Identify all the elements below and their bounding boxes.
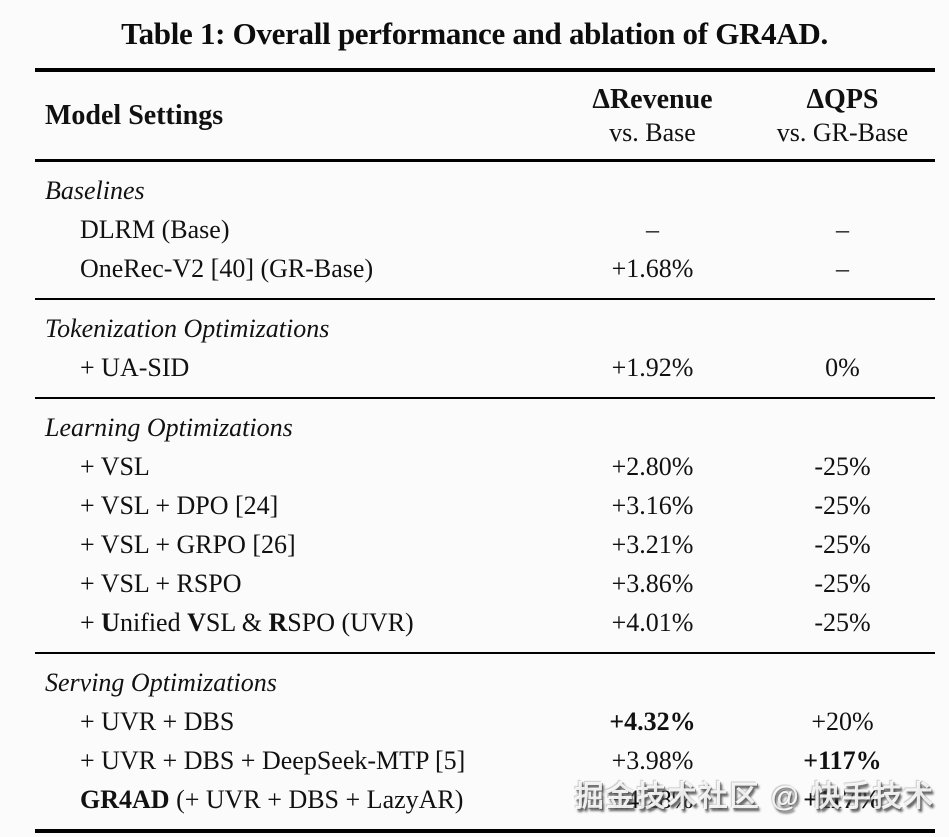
qps-value: 0%: [825, 353, 860, 382]
header-revenue-title: ΔRevenue: [592, 83, 713, 115]
section-header: Serving Optimizations: [45, 668, 277, 697]
row-label: + VSL + RSPO: [80, 569, 242, 598]
section-baselines: Baselines DLRM (Base) – – OneRec-V2 [40] (GR…: [35, 162, 935, 298]
table-row: GR4AD (+ UVR + DBS + LazyAR) +4.28% +117%: [35, 780, 935, 819]
header-qps-title: ΔQPS: [806, 83, 879, 115]
qps-value: -25%: [814, 569, 871, 598]
table-row: + UA-SID +1.92% 0%: [35, 348, 935, 387]
revenue-value: +3.21%: [611, 530, 694, 559]
row-label: + UA-SID: [80, 353, 190, 382]
revenue-value: +1.68%: [611, 254, 694, 283]
row-label: OneRec-V2 [40] (GR-Base): [80, 254, 374, 283]
table-row: + VSL + GRPO [26] +3.21% -25%: [35, 525, 935, 564]
row-label: + Unified VSL & RSPO (UVR): [80, 608, 414, 637]
ablation-table: Model Settings ΔRevenue vs. Base ΔQPS vs…: [35, 68, 935, 833]
row-label: DLRM (Base): [80, 215, 230, 244]
table-body: Baselines DLRM (Base) – – OneRec-V2 [40] (GR…: [35, 162, 935, 829]
table-row: DLRM (Base) – –: [35, 210, 935, 249]
table-caption: Table 1: Overall performance and ablatio…: [121, 16, 828, 51]
row-label: + UVR + DBS + DeepSeek-MTP [5]: [80, 746, 466, 775]
revenue-value: +1.92%: [611, 353, 694, 382]
section-tokenization-optimizations: Tokenization Optimizations + UA-SID +1.92%…: [35, 298, 935, 397]
table-row: + UVR + DBS + DeepSeek-MTP [5] +3.98% +117…: [35, 741, 935, 780]
revenue-value: +3.98%: [611, 746, 694, 775]
qps-value: -25%: [814, 530, 871, 559]
revenue-value: +3.16%: [611, 491, 694, 520]
header-qps-column: ΔQPS vs. GR-Base: [750, 83, 935, 149]
section-learning-optimizations: Learning Optimizations + VSL +2.80% -25% + V…: [35, 397, 935, 652]
section-header: Learning Optimizations: [45, 413, 293, 442]
revenue-value: +3.86%: [611, 569, 694, 598]
revenue-value: +4.01%: [611, 608, 694, 637]
revenue-value: +2.80%: [611, 452, 694, 481]
qps-value: -25%: [814, 608, 871, 637]
header-model-settings: Model Settings: [45, 99, 224, 131]
row-label: + UVR + DBS: [80, 707, 235, 736]
qps-value: +20%: [811, 707, 874, 736]
header-revenue-column: ΔRevenue vs. Base: [555, 83, 750, 149]
table-row: + Unified VSL & RSPO (UVR) +4.01% -25%: [35, 603, 935, 642]
revenue-value: –: [646, 215, 659, 244]
revenue-value: +4.32%: [609, 707, 696, 736]
section-serving-optimizations: Serving Optimizations + UVR + DBS +4.32% +2…: [35, 652, 935, 829]
row-label: + VSL: [80, 452, 150, 481]
table-header-row: Model Settings ΔRevenue vs. Base ΔQPS vs…: [35, 72, 935, 162]
revenue-value: +4.28%: [611, 785, 694, 814]
table-row: + UVR + DBS +4.32% +20%: [35, 702, 935, 741]
row-label: GR4AD (+ UVR + DBS + LazyAR): [80, 785, 464, 814]
qps-value: -25%: [814, 452, 871, 481]
qps-value: +117%: [803, 746, 882, 775]
qps-value: –: [836, 254, 849, 283]
qps-value: –: [836, 215, 849, 244]
table-row: + VSL + DPO [24] +3.16% -25%: [35, 486, 935, 525]
row-label: + VSL + GRPO [26]: [80, 530, 296, 559]
row-label: + VSL + DPO [24]: [80, 491, 279, 520]
qps-value: +117%: [803, 785, 882, 814]
header-qps-subtitle: vs. GR-Base: [776, 117, 909, 147]
section-header: Tokenization Optimizations: [45, 314, 330, 343]
section-header: Baselines: [45, 176, 145, 205]
table-row: + VSL + RSPO +3.86% -25%: [35, 564, 935, 603]
table-row: OneRec-V2 [40] (GR-Base) +1.68% –: [35, 249, 935, 288]
qps-value: -25%: [814, 491, 871, 520]
header-revenue-subtitle: vs. Base: [609, 117, 696, 147]
table-row: + VSL +2.80% -25%: [35, 447, 935, 486]
